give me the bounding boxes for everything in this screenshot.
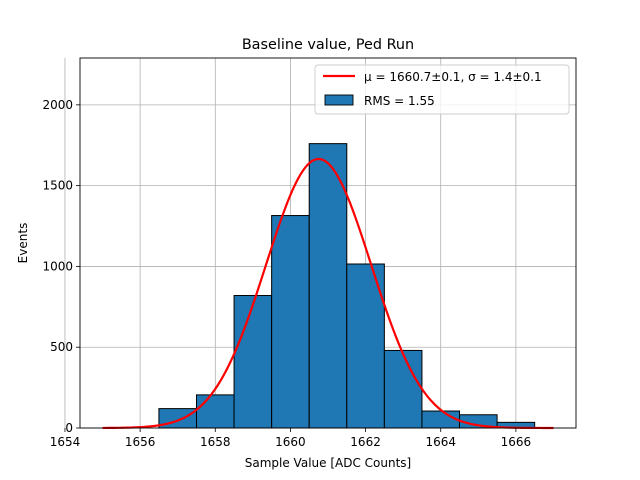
histogram-bar [271,215,310,429]
y-tick-label: 1000 [42,259,73,273]
y-tick-label: 0 [65,421,73,435]
legend: μ = 1660.7±0.1, σ = 1.4±0.1 RMS = 1.55 [314,64,570,115]
gaussian-fit [102,157,554,430]
y-axis-ticks: 0 500 1000 1500 2000 [42,98,80,435]
x-tick-label: 1666 [501,435,532,449]
plot-frame [79,57,577,429]
x-tick-label: 1654 [50,435,81,449]
legend-fit-label: μ = 1660.7±0.1, σ = 1.4±0.1 [364,70,542,84]
histogram-bar [383,349,423,429]
x-axis-label: Sample Value [ADC Counts] [245,456,411,470]
fit-curve [102,157,554,430]
x-tick-label: 1656 [125,435,156,449]
chart-title: Baseline value, Ped Run [242,37,414,53]
histogram-bar [195,394,235,429]
y-tick-label: 1500 [42,179,73,193]
y-tick-label: 2000 [42,98,73,112]
histogram-bar [233,295,273,429]
x-axis-ticks: 1654 1656 1658 1660 1662 1664 1666 [50,428,531,449]
legend-rms-swatch [324,94,354,106]
legend-box [314,64,570,115]
x-tick-label: 1658 [200,435,231,449]
histogram-bar [308,143,348,429]
x-tick-label: 1662 [350,435,381,449]
histogram-bar [421,410,461,429]
legend-rms-label: RMS = 1.55 [364,94,435,108]
x-tick-label: 1660 [275,435,306,449]
histogram-bars [158,143,536,429]
y-axis-label: Events [16,223,30,264]
x-tick-label: 1664 [425,435,456,449]
y-tick-label: 500 [50,340,73,354]
